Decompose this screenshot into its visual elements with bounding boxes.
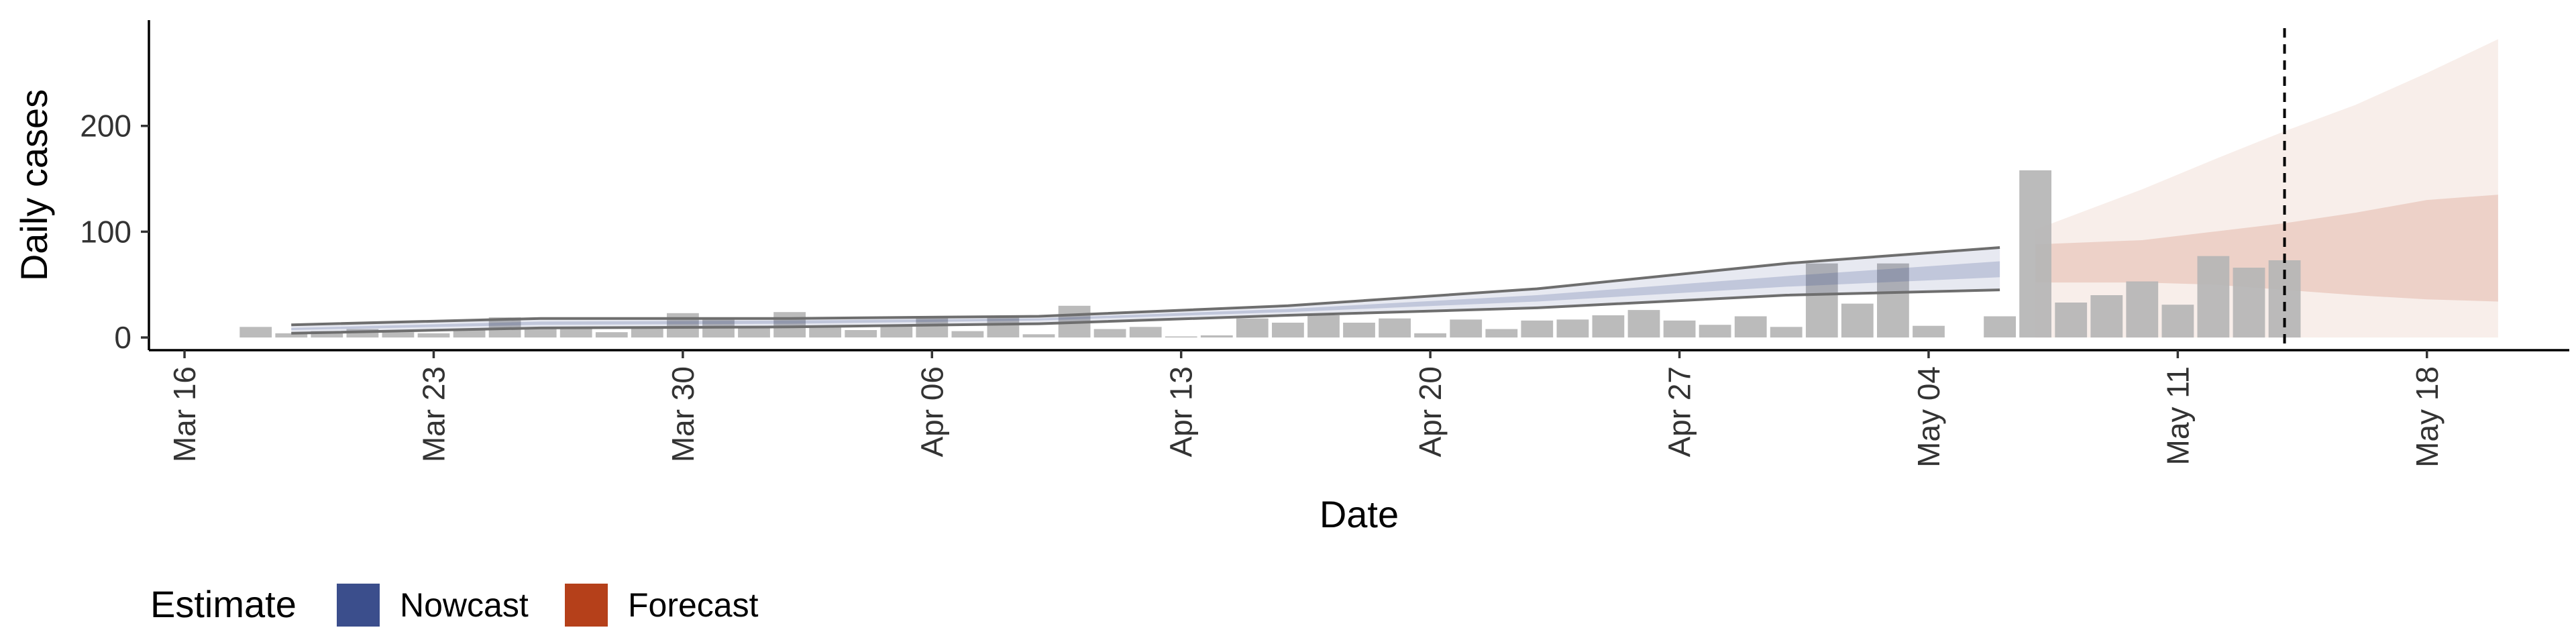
bar-2020-05-02 — [1841, 303, 1874, 338]
bar-2020-04-15 — [1236, 318, 1269, 338]
bar-2020-05-13 — [2233, 268, 2265, 338]
x-tick-label-2020-03-23: Mar 23 — [416, 366, 451, 462]
bar-2020-03-24 — [453, 329, 486, 338]
bar-2020-04-13 — [1165, 336, 1197, 338]
x-tick-label-2020-05-18: May 18 — [2410, 366, 2445, 468]
bar-2020-04-09 — [1022, 334, 1055, 337]
bar-2020-03-20 — [311, 331, 343, 338]
legend-label-forecast: Forecast — [628, 586, 759, 624]
x-tick-label-2020-03-30: Mar 30 — [665, 366, 700, 462]
bar-2020-04-26 — [1627, 310, 1660, 338]
x-tick-label-2020-03-16: Mar 16 — [167, 366, 202, 462]
bar-2020-04-04 — [845, 330, 877, 337]
bar-2020-04-14 — [1200, 335, 1233, 338]
bar-2020-04-07 — [951, 331, 984, 338]
nowcast-inner-band — [291, 261, 2000, 330]
nowcast-outer-band — [291, 248, 2000, 333]
bar-2020-04-16 — [1272, 323, 1304, 338]
bar-2020-04-02 — [773, 312, 806, 337]
x-tick-label-2020-04-06: Apr 06 — [914, 366, 949, 458]
bar-2020-04-19 — [1379, 318, 1411, 338]
bar-2020-05-01 — [1805, 263, 1838, 338]
bar-2020-03-26 — [524, 329, 557, 338]
bar-2020-03-28 — [595, 332, 628, 338]
x-tick-label-2020-04-13: Apr 13 — [1164, 366, 1199, 458]
bar-2020-04-01 — [738, 327, 770, 338]
bar-2020-04-24 — [1556, 319, 1589, 338]
nowcast-lower-line — [291, 288, 2000, 335]
axes: 0 100 200 Mar 16 Mar 23 Mar 30 Apr 06 Apr 13 Apr… — [80, 20, 2569, 468]
plot-area — [239, 28, 2498, 350]
bar-2020-03-29 — [631, 327, 663, 338]
y-tick-label-200: 200 — [80, 109, 131, 144]
bar-2020-03-19 — [275, 333, 308, 338]
bar-2020-04-03 — [809, 327, 841, 338]
bar-2020-04-08 — [987, 316, 1020, 337]
bar-2020-05-11 — [2161, 305, 2194, 338]
bar-2020-04-22 — [1485, 329, 1518, 338]
x-axis-title: Date — [1320, 493, 1399, 535]
bar-2020-05-08 — [2055, 303, 2088, 337]
x-tick-label-2020-05-11: May 11 — [2160, 366, 2195, 465]
forecast-outer-band — [2035, 39, 2498, 338]
legend: Estimate Nowcast Forecast — [150, 583, 759, 627]
bar-2020-05-09 — [2090, 295, 2123, 338]
bar-2020-04-18 — [1343, 323, 1375, 338]
bar-2020-05-04 — [1913, 325, 1945, 337]
forecast-inner-band — [2035, 195, 2498, 302]
bar-2020-03-23 — [417, 333, 450, 338]
nowcast-upper-line — [291, 246, 2000, 327]
y-tick-label-0: 0 — [114, 320, 131, 355]
bar-2020-04-12 — [1129, 327, 1162, 338]
bar-2020-04-23 — [1521, 320, 1554, 337]
bar-2020-05-03 — [1877, 263, 1909, 338]
bar-2020-04-20 — [1414, 333, 1446, 338]
x-tick-label-2020-05-04: May 04 — [1911, 366, 1946, 468]
bar-2020-04-21 — [1450, 319, 1483, 338]
legend-swatch-forecast — [565, 584, 608, 627]
bar-2020-04-30 — [1770, 327, 1803, 338]
bar-2020-04-06 — [916, 316, 949, 337]
bar-2020-05-06 — [1984, 316, 2016, 337]
bar-2020-04-29 — [1734, 316, 1767, 337]
bar-2020-04-25 — [1592, 315, 1625, 338]
legend-title: Estimate — [150, 583, 297, 625]
bar-2020-04-27 — [1663, 320, 1696, 337]
bar-2020-04-11 — [1093, 329, 1126, 338]
bar-2020-05-12 — [2197, 256, 2230, 338]
bar-2020-03-27 — [559, 329, 592, 338]
bar-2020-04-28 — [1699, 325, 1731, 338]
bar-2020-03-18 — [239, 327, 272, 338]
x-tick-label-2020-04-27: Apr 27 — [1662, 366, 1697, 458]
bar-2020-04-05 — [880, 325, 913, 338]
legend-label-nowcast: Nowcast — [400, 586, 529, 624]
bar-2020-05-10 — [2126, 281, 2159, 338]
legend-swatch-nowcast — [337, 584, 380, 627]
bar-2020-04-17 — [1307, 315, 1340, 338]
bar-2020-05-07 — [2019, 170, 2051, 338]
y-axis-title: Daily cases — [13, 89, 55, 281]
y-tick-label-100: 100 — [80, 214, 131, 249]
x-tick-label-2020-04-20: Apr 20 — [1413, 366, 1448, 458]
bar-2020-03-22 — [382, 332, 415, 338]
